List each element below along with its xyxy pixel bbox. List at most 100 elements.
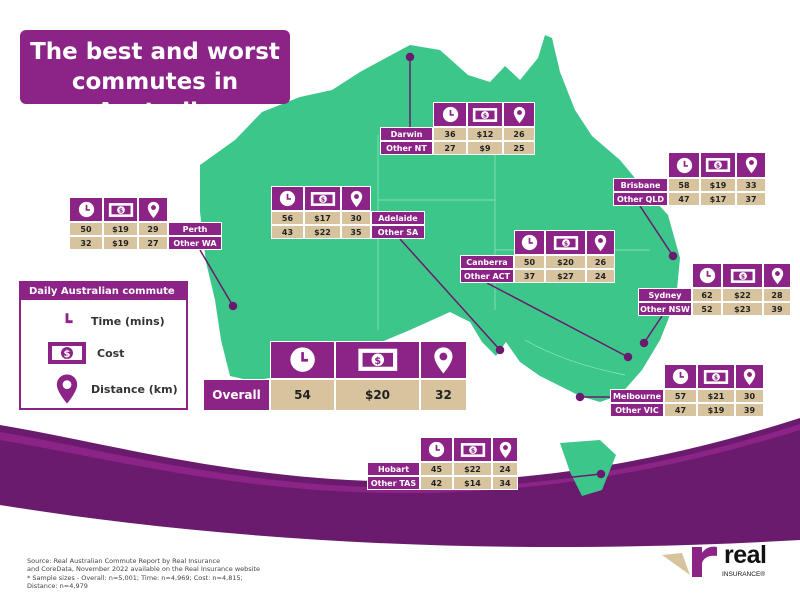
row-label: Hobart <box>367 462 420 476</box>
clock-icon <box>289 346 316 373</box>
clock-icon <box>442 106 459 123</box>
source-line: Source: Real Australian Commute Report b… <box>27 557 221 565</box>
header-cash-icon <box>304 186 341 211</box>
time-value: 52 <box>692 302 722 316</box>
location-pin-icon <box>594 234 607 252</box>
time-value: 62 <box>692 288 722 302</box>
cost-value: $19 <box>103 236 138 250</box>
location-pin-icon <box>745 156 758 174</box>
legend-label: Cost <box>97 346 125 360</box>
distance-value: 37 <box>736 192 766 206</box>
row-label: Other WA <box>168 236 222 250</box>
sample-size-note: * Sample sizes - Overall: n=5,001; Time:… <box>27 573 243 582</box>
header-location-pin-icon <box>341 186 371 211</box>
legend-heading: Daily Australian commute <box>21 283 186 300</box>
tasmania <box>560 440 616 496</box>
distance-value: 35 <box>341 225 371 239</box>
logo-word: real <box>724 541 767 569</box>
location-pin-icon <box>743 368 756 386</box>
cash-icon <box>705 157 731 173</box>
header-location-pin-icon <box>763 263 791 288</box>
row-label: Melbourne <box>610 389 664 403</box>
legend: Daily Australian commute Time (mins) $ C… <box>19 281 188 410</box>
source-note: Source: Real Australian Commute Report b… <box>27 557 260 590</box>
time-value: 42 <box>420 476 453 490</box>
cost-value: $19 <box>697 403 735 417</box>
location-pin-icon <box>147 201 160 219</box>
distance-value: 33 <box>736 178 766 192</box>
cost-value: $21 <box>697 389 735 403</box>
row-label: Other QLD <box>613 192 668 206</box>
legend-item-cost: $ Cost <box>21 341 124 365</box>
real-insurance-logo-mark <box>662 546 717 577</box>
header-location-pin-icon <box>503 102 535 127</box>
cash-icon: $ <box>48 342 86 364</box>
cost-value: $9 <box>467 141 503 155</box>
header-cash-icon <box>453 437 492 462</box>
header-location-pin-icon <box>736 152 766 178</box>
row-label: Brisbane <box>613 178 668 192</box>
time-value: 36 <box>433 127 467 141</box>
header-cash-icon <box>467 102 503 127</box>
clock-icon <box>78 201 95 218</box>
leader-lines <box>199 52 678 484</box>
row-label: Sydney <box>638 288 692 302</box>
distance-value: 26 <box>586 255 615 269</box>
distance-value: 39 <box>763 302 791 316</box>
legend-item-time: Time (mins) <box>21 307 165 335</box>
cash-icon <box>703 369 729 385</box>
row-label: Darwin <box>380 127 433 141</box>
row-label: Other SA <box>371 225 425 239</box>
header-location-pin-icon <box>138 197 168 222</box>
clock-icon <box>699 267 716 284</box>
row-label: Adelaide <box>371 211 425 225</box>
clock-icon <box>53 307 81 335</box>
time-value: 50 <box>514 255 545 269</box>
header-clock-icon <box>271 186 304 211</box>
cash-icon <box>357 347 399 373</box>
header-location-pin-icon <box>735 364 764 389</box>
time-value: 54 <box>270 379 335 411</box>
time-value: 47 <box>664 403 697 417</box>
distance-value: 29 <box>138 222 168 236</box>
distance-value: 28 <box>763 288 791 302</box>
cash-icon <box>730 268 756 284</box>
time-value: 32 <box>69 236 103 250</box>
cost-value: $20 <box>335 379 420 411</box>
row-label: Overall <box>203 379 270 411</box>
header-clock-icon <box>270 341 335 379</box>
cash-icon <box>553 235 579 251</box>
distance-value: 24 <box>586 269 615 283</box>
cost-value: $12 <box>467 127 503 141</box>
header-location-pin-icon <box>420 341 467 379</box>
svg-text:$: $ <box>64 349 71 360</box>
distance-value: 34 <box>492 476 518 490</box>
cash-icon <box>310 191 336 207</box>
legend-label: Time (mins) <box>91 314 165 328</box>
cost-value: $17 <box>304 211 341 225</box>
cost-value: $27 <box>545 269 586 283</box>
cost-value: $17 <box>700 192 736 206</box>
header-cash-icon <box>103 197 138 222</box>
distance-value: 24 <box>492 462 518 476</box>
header-cash-icon <box>545 230 586 255</box>
cash-icon <box>460 442 486 458</box>
location-pin-icon <box>350 190 363 208</box>
header-location-pin-icon <box>492 437 518 462</box>
distance-value: 32 <box>420 379 467 411</box>
clock-icon <box>279 190 296 207</box>
time-value: 50 <box>69 222 103 236</box>
source-line: and CoreData, November 2022 available on… <box>27 565 260 574</box>
sample-size-note: Distance: n=4,979 <box>27 581 88 590</box>
time-value: 47 <box>668 192 700 206</box>
distance-value: 27 <box>138 236 168 250</box>
distance-value: 26 <box>503 127 535 141</box>
time-value: 43 <box>271 225 304 239</box>
location-pin-icon <box>513 106 526 124</box>
header-clock-icon <box>668 152 700 178</box>
location-pin-icon <box>771 267 784 285</box>
clock-icon <box>428 441 445 458</box>
cost-value: $22 <box>453 462 492 476</box>
header-clock-icon <box>433 102 467 127</box>
cost-value: $22 <box>304 225 341 239</box>
